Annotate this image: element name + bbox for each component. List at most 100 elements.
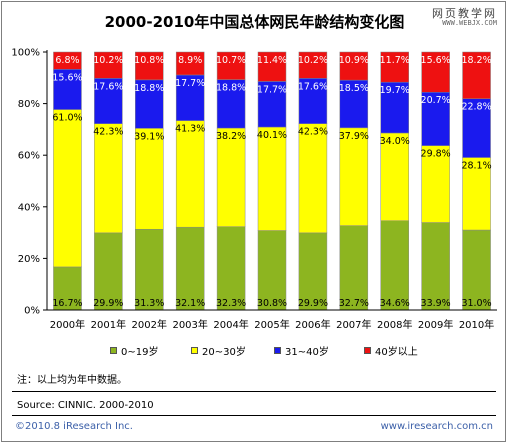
bar-segment xyxy=(298,51,328,79)
chart-title: 2000-2010年中国总体网民年龄结构变化图 xyxy=(104,13,405,31)
y-tick-label: 100% xyxy=(11,48,40,59)
bar-segment xyxy=(298,78,328,124)
legend-label: 20~30岁 xyxy=(202,346,246,358)
bar-segment xyxy=(94,51,123,79)
bar-segment xyxy=(380,220,409,311)
bar-segment xyxy=(462,51,491,99)
stacked-bar-chart: 0% 20% 40% 60% 80% 100% 16.7% 61.0% 15.6% 6.8% 200… xyxy=(11,48,497,331)
data-label: 42.3% xyxy=(298,127,328,138)
bar-segment xyxy=(257,81,287,128)
divider xyxy=(12,415,496,416)
data-label: 8.9% xyxy=(178,55,202,66)
x-tick-label: 2008年 xyxy=(377,318,412,331)
bar-segment xyxy=(216,51,246,80)
bar-segment xyxy=(298,123,328,234)
data-label: 10.9% xyxy=(339,55,369,66)
x-tick-label: 2000年 xyxy=(50,318,85,331)
bar-segment xyxy=(53,69,82,110)
data-label: 42.3% xyxy=(93,127,123,138)
data-label: 38.2% xyxy=(216,131,246,142)
data-label: 17.7% xyxy=(257,84,287,95)
watermark-logo: 网页教学网 WWW.WEBJX.COM xyxy=(432,8,497,27)
legend-label: 0~19岁 xyxy=(121,346,159,358)
data-label: 20.7% xyxy=(421,95,451,106)
y-tick-label: 80% xyxy=(18,99,40,110)
bar-segment xyxy=(216,226,246,311)
bar-segment xyxy=(94,78,123,124)
legend-swatch xyxy=(191,346,198,354)
data-label: 30.8% xyxy=(257,298,287,309)
data-label: 29.9% xyxy=(298,298,328,309)
bar-segment xyxy=(421,91,450,146)
bar-segment xyxy=(421,145,450,223)
data-label: 33.9% xyxy=(421,298,451,309)
x-tick-label: 2004年 xyxy=(213,318,248,331)
legend-item-31-40: 31~40岁 xyxy=(274,343,329,358)
data-label: 11.7% xyxy=(380,55,410,66)
bar-segment xyxy=(339,51,369,81)
y-tick-label: 20% xyxy=(18,254,40,265)
x-tick-label: 2006年 xyxy=(295,318,330,331)
bar-segment xyxy=(175,120,205,228)
bar-segment xyxy=(94,232,123,311)
data-label: 61.0% xyxy=(52,113,82,124)
bar-segment xyxy=(135,128,164,230)
legend-swatch xyxy=(364,346,371,354)
x-tick-label: 2002年 xyxy=(132,318,167,331)
logo-text: 网页教学网 xyxy=(432,7,497,20)
data-label: 22.8% xyxy=(461,102,491,113)
bar-segment xyxy=(53,51,82,70)
data-label: 10.7% xyxy=(216,55,246,66)
data-label: 39.1% xyxy=(134,131,164,142)
data-label: 34.0% xyxy=(380,136,410,147)
bar-segment xyxy=(175,51,205,76)
bar-segment xyxy=(462,229,491,311)
legend-label: 31~40岁 xyxy=(285,346,329,358)
legend-swatch xyxy=(274,346,281,354)
bar-segment xyxy=(380,51,409,83)
copyright-text: ©2010.8 iResearch Inc. xyxy=(15,421,133,432)
bar-segment xyxy=(257,51,287,82)
bar-segment xyxy=(257,126,287,231)
data-label: 18.8% xyxy=(216,83,246,94)
legend-item-40-plus: 40岁以上 xyxy=(364,343,418,358)
bar-segment xyxy=(380,81,409,134)
bar-segment xyxy=(462,98,491,158)
data-label: 34.6% xyxy=(380,298,410,309)
data-label: 15.6% xyxy=(52,72,82,83)
bar-segment xyxy=(462,157,491,231)
bar-segment xyxy=(175,74,205,121)
data-label: 10.2% xyxy=(298,55,328,66)
data-label: 41.3% xyxy=(175,124,205,135)
data-label: 10.8% xyxy=(134,55,164,66)
legend-item-0-19: 0~19岁 xyxy=(110,343,159,358)
bar-segment xyxy=(339,79,369,129)
data-label: 29.8% xyxy=(421,149,451,160)
data-label: 28.1% xyxy=(461,161,491,172)
y-tick-label: 40% xyxy=(18,202,40,213)
data-label: 31.0% xyxy=(461,298,491,309)
data-label: 17.6% xyxy=(298,81,328,92)
data-label: 17.6% xyxy=(93,81,123,92)
y-tick-label: 60% xyxy=(18,151,40,162)
bar-segment xyxy=(421,222,450,311)
x-tick-label: 2001年 xyxy=(91,318,126,331)
data-label: 16.7% xyxy=(52,298,82,309)
x-tick-label: 2010年 xyxy=(459,318,494,331)
data-label: 18.8% xyxy=(134,83,164,94)
data-label: 31.3% xyxy=(134,298,164,309)
data-label: 19.7% xyxy=(380,85,410,96)
bar-segment xyxy=(421,51,450,93)
data-label: 32.7% xyxy=(339,298,369,309)
divider xyxy=(12,391,496,392)
bar-segment xyxy=(175,226,205,311)
data-label: 40.1% xyxy=(257,130,287,141)
bar-segment xyxy=(339,127,369,226)
legend-item-20-30: 20~30岁 xyxy=(191,343,246,358)
logo-url: WWW.WEBJX.COM xyxy=(442,19,497,27)
bar-segment xyxy=(94,123,123,234)
data-label: 18.5% xyxy=(339,83,369,94)
data-label: 10.2% xyxy=(93,55,123,66)
data-label: 15.6% xyxy=(421,55,451,66)
bar-segment xyxy=(216,127,246,227)
